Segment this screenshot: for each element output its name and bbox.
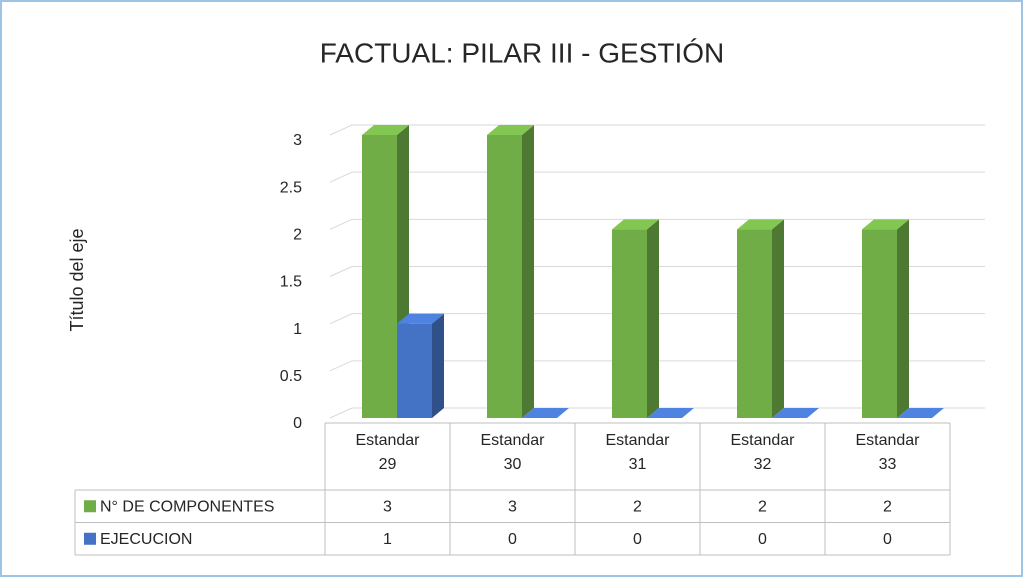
table-value: 3 <box>508 498 517 515</box>
table-value: 0 <box>883 531 892 548</box>
bar <box>862 219 909 418</box>
bar <box>647 408 694 418</box>
y-tick-label: 1.5 <box>280 274 302 291</box>
bar-front <box>612 229 647 418</box>
x-tick-label: Estandar 31 <box>605 432 670 473</box>
bar-side <box>897 219 909 418</box>
x-tick-label: Estandar 32 <box>730 432 795 473</box>
category-cell: Estandar 31 <box>605 432 670 473</box>
y-tick-label: 1 <box>293 321 302 338</box>
legend-label: EJECUCION <box>100 531 192 548</box>
category-cell: Estandar 32 <box>730 432 795 473</box>
y-tick-label: 2.5 <box>280 179 302 196</box>
x-tick-label: Estandar 30 <box>480 432 545 473</box>
legend-swatch <box>84 500 96 513</box>
grid-line <box>329 218 985 230</box>
category-cell: Estandar 33 <box>855 432 920 473</box>
grid-line <box>329 171 985 183</box>
bar <box>362 125 409 418</box>
bar <box>487 125 534 418</box>
bar <box>612 219 659 418</box>
table-value: 0 <box>633 531 642 548</box>
y-axis-title: Título del eje <box>67 228 87 331</box>
bar-side <box>432 313 444 418</box>
bar <box>522 408 569 418</box>
table-value: 3 <box>383 498 392 515</box>
bar-front <box>397 323 432 418</box>
bar-front <box>362 135 397 418</box>
table-value: 2 <box>758 498 767 515</box>
chart-title: FACTUAL: PILAR III - GESTIÓN <box>320 37 725 68</box>
table-value: 0 <box>508 531 517 548</box>
bar-top <box>737 219 784 230</box>
bar <box>772 408 819 418</box>
category-cell: Estandar 29 <box>355 432 420 473</box>
table-value: 1 <box>383 531 392 548</box>
x-tick-label: Estandar 33 <box>855 432 920 473</box>
bar-front <box>862 229 897 418</box>
grid-line <box>329 124 985 136</box>
bar-top <box>897 408 944 418</box>
bar-top <box>772 408 819 418</box>
y-tick-label: 2 <box>293 227 302 244</box>
bar-side <box>772 219 784 418</box>
bar-top <box>522 408 569 418</box>
legend-swatch <box>84 532 96 545</box>
bar-top <box>647 408 694 418</box>
bar-top <box>487 125 534 135</box>
y-tick-label: 0.5 <box>280 368 302 385</box>
table-value: 2 <box>883 498 892 515</box>
table-value: 2 <box>633 498 642 515</box>
bar <box>897 408 944 418</box>
bar-top <box>612 219 659 230</box>
x-tick-label: Estandar 29 <box>355 432 420 473</box>
bar <box>397 313 444 418</box>
bar-top <box>397 313 444 324</box>
category-cell: Estandar 30 <box>480 432 545 473</box>
y-tick-label: 3 <box>293 132 302 149</box>
bar-top <box>862 219 909 230</box>
bar-side <box>647 219 659 418</box>
y-tick-label: 0 <box>293 415 302 432</box>
bar-front <box>487 135 522 418</box>
bar-front <box>737 229 772 418</box>
table-value: 0 <box>758 531 767 548</box>
bar <box>737 219 784 418</box>
bar-side <box>522 125 534 418</box>
bar-top <box>362 125 409 135</box>
legend-label: N° DE COMPONENTES <box>100 498 274 515</box>
